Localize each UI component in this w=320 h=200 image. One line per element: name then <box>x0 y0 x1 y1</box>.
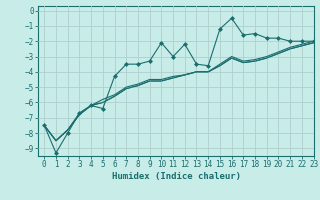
X-axis label: Humidex (Indice chaleur): Humidex (Indice chaleur) <box>111 172 241 181</box>
